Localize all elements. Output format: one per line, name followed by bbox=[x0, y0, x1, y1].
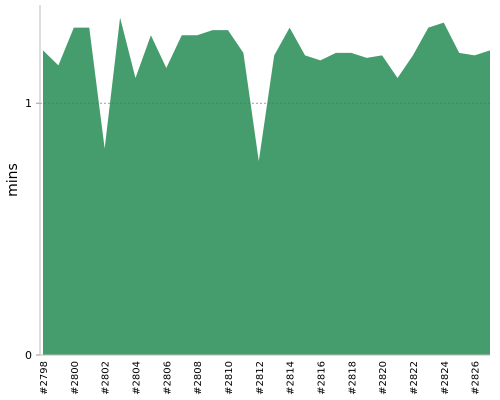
x-tick-label: #2812 bbox=[255, 361, 266, 395]
x-tick-label: #2798 bbox=[39, 361, 50, 395]
area bbox=[43, 17, 490, 355]
x-tick-label: #2808 bbox=[193, 361, 204, 395]
y-axis-label: mins bbox=[5, 163, 21, 197]
y-tick-label: 1 bbox=[25, 97, 32, 110]
x-tick-label: #2800 bbox=[70, 361, 81, 395]
x-tick-label: #2804 bbox=[131, 361, 142, 395]
x-tick-label: #2810 bbox=[224, 361, 235, 395]
x-tick-label: #2806 bbox=[162, 361, 173, 395]
x-tick-label: #2818 bbox=[347, 361, 358, 395]
x-tick-label: #2824 bbox=[440, 361, 451, 395]
y-tick-label: 0 bbox=[25, 349, 32, 362]
x-tick-label: #2822 bbox=[409, 361, 420, 395]
x-tick-label: #2820 bbox=[378, 361, 389, 395]
x-tick-label: #2814 bbox=[286, 361, 297, 395]
x-tick-label: #2802 bbox=[101, 361, 112, 395]
x-tick-label: #2826 bbox=[471, 361, 482, 395]
x-tick-label: #2816 bbox=[316, 361, 327, 395]
